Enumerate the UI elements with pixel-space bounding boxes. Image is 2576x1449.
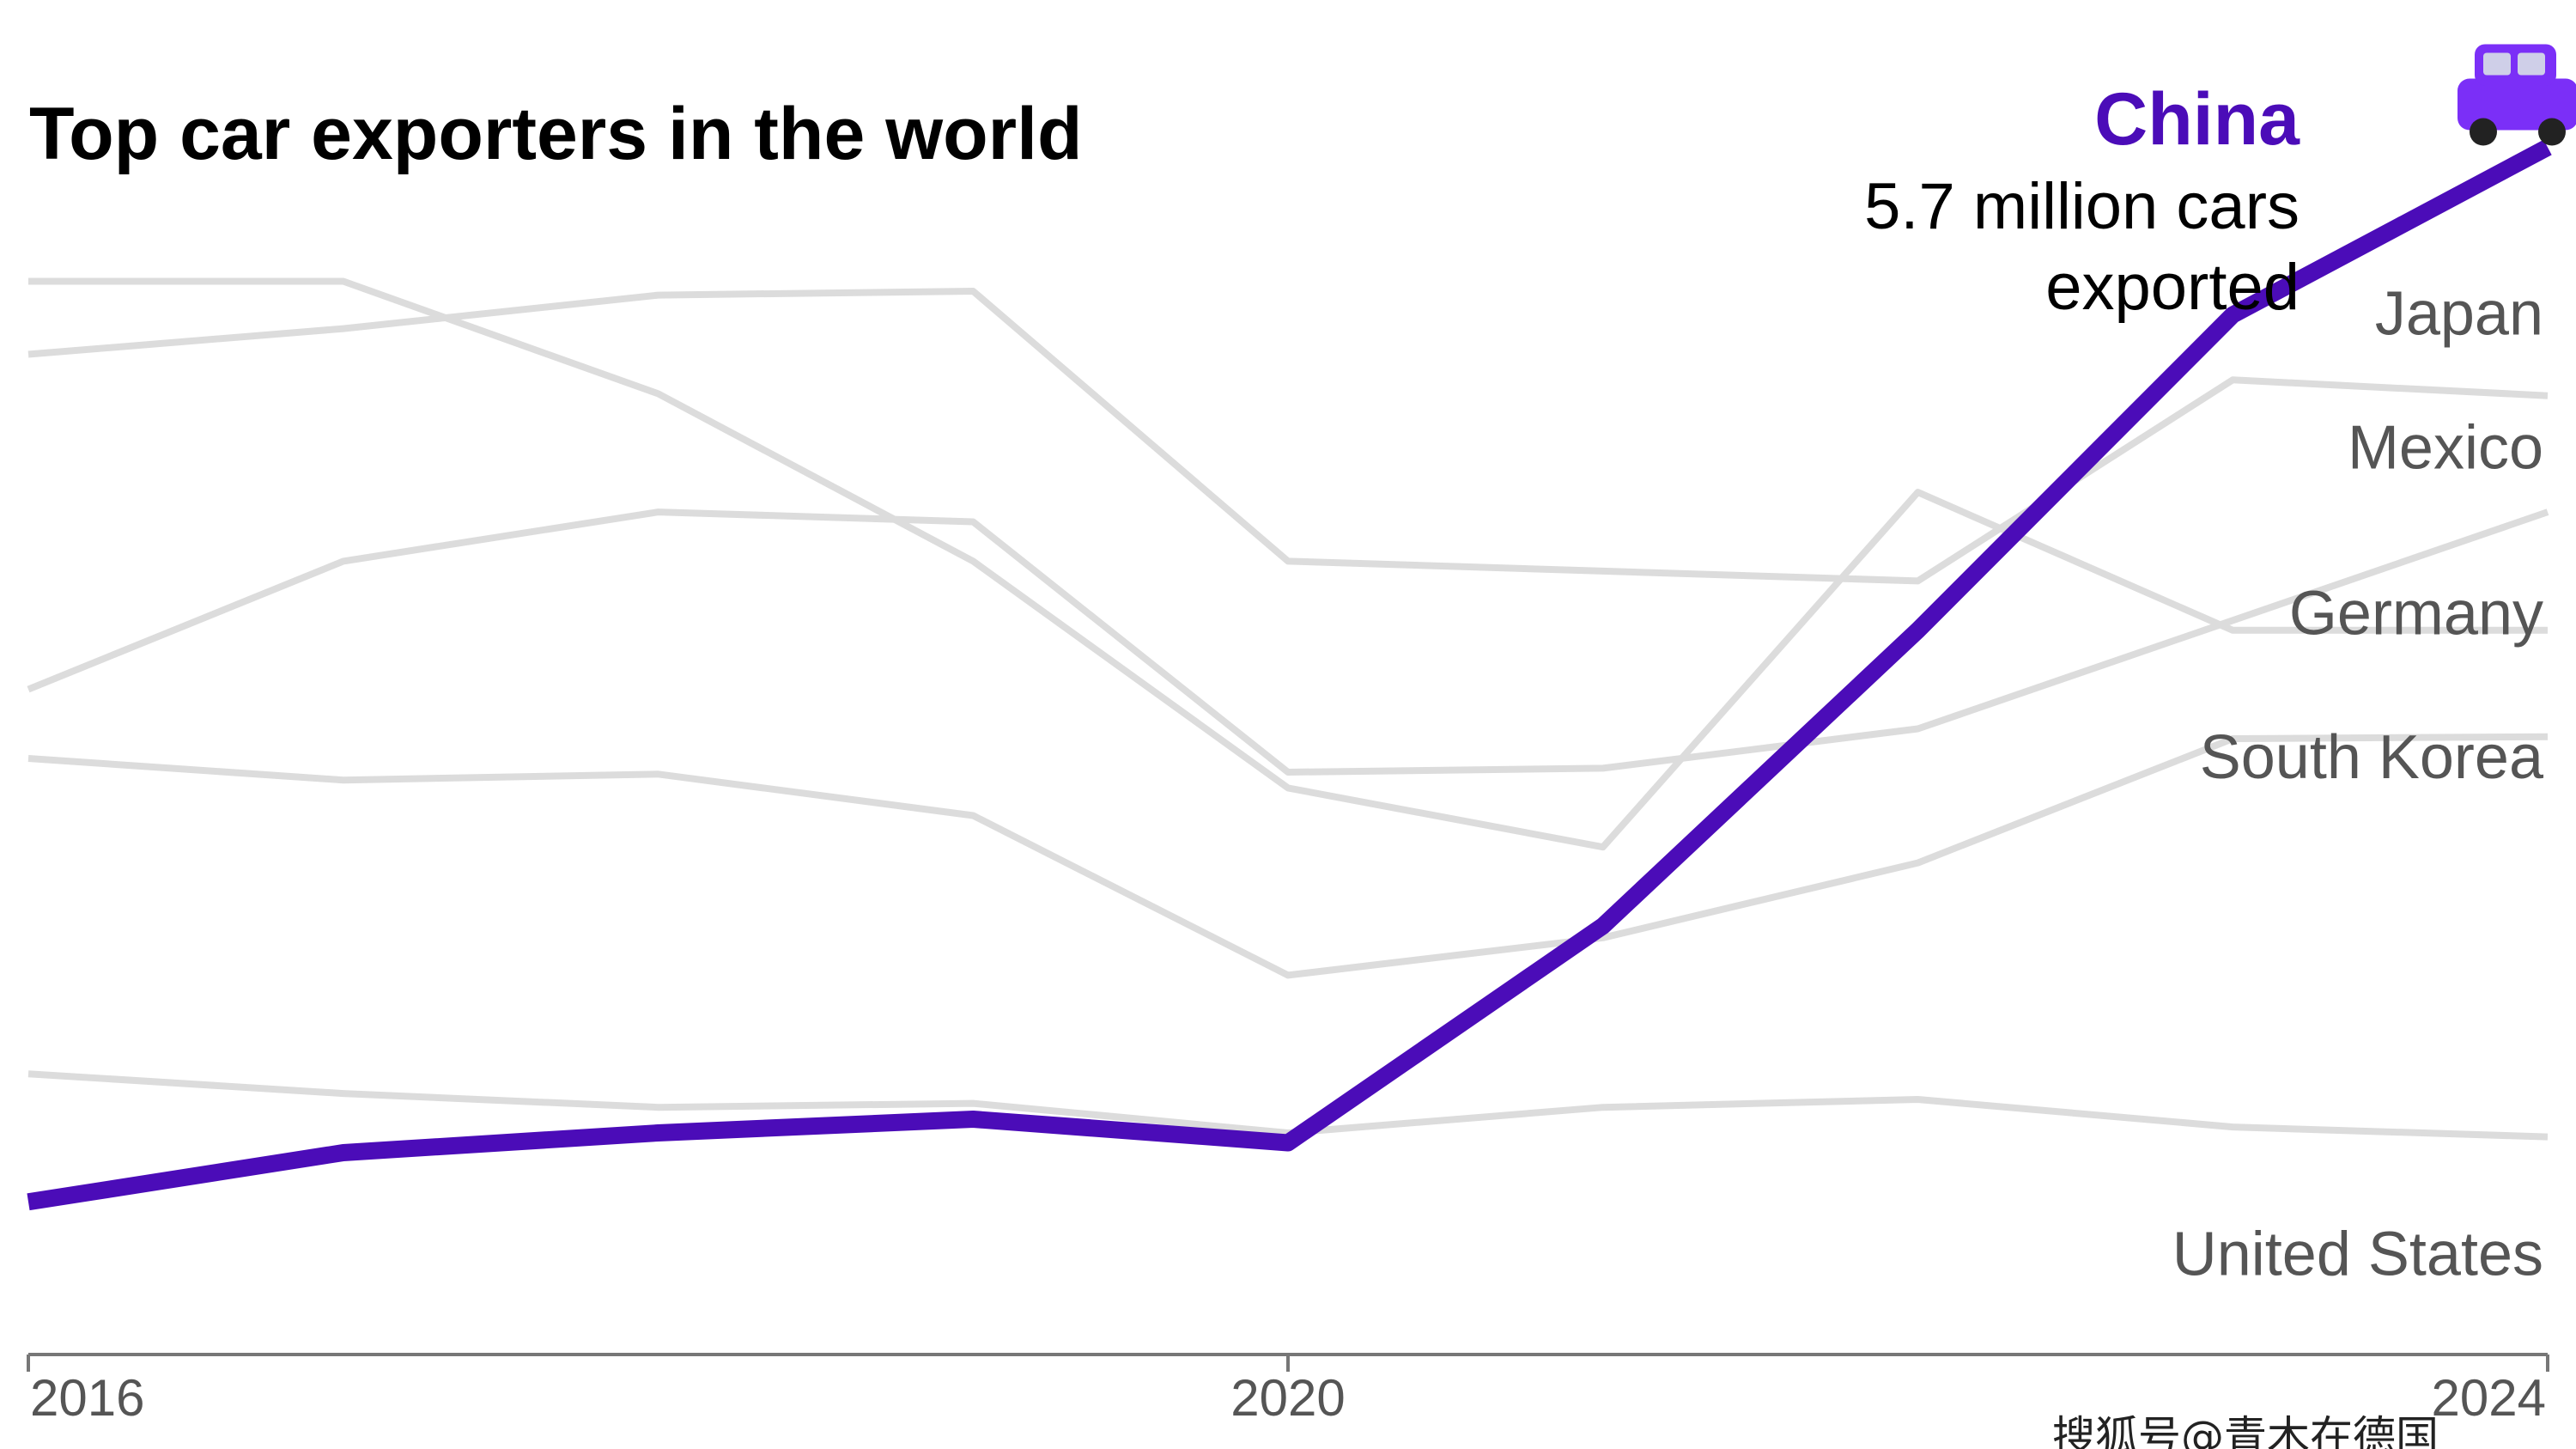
x-tick-label-2024: 2024 (2432, 1369, 2546, 1427)
context-lines (27, 277, 2549, 1141)
series-line-germany (28, 277, 2548, 851)
series-label-germany: Germany (2289, 579, 2543, 648)
watermark: 搜狐号@青木在德国 (2052, 1412, 2439, 1449)
car-icon-part (2483, 52, 2511, 76)
series-labels: Japan Mexico Germany South Korea United Stat… (2172, 280, 2544, 1289)
series-label-south-korea: South Korea (2200, 723, 2544, 792)
china-note-line2: exported (2045, 251, 2300, 324)
series-line-united-states (27, 1070, 2549, 1141)
series-line-japan (27, 288, 2549, 585)
highlight-line (27, 139, 2552, 1211)
series-line-china (27, 139, 2552, 1211)
china-note-line1: 5.7 million cars (1864, 170, 2300, 243)
car-icon-part (2470, 118, 2497, 146)
car-icon (2458, 44, 2576, 146)
series-label-japan: Japan (2375, 280, 2543, 349)
series-line-south-korea (27, 733, 2549, 979)
china-label: China (2094, 78, 2300, 161)
x-tick-label-2016: 2016 (30, 1369, 144, 1427)
x-tick-label-2020: 2020 (1230, 1369, 1345, 1427)
series-label-mexico: Mexico (2348, 414, 2543, 483)
car-icon-part (2458, 78, 2576, 131)
x-axis-ticks: 2016 2020 2024 (27, 1355, 2549, 1427)
chart-title: Top car exporters in the world (29, 93, 1083, 175)
series-label-united-states: United States (2172, 1220, 2543, 1288)
car-icon-part (2538, 118, 2566, 146)
car-icon-part (2518, 52, 2545, 76)
series-line-mexico (27, 508, 2549, 776)
